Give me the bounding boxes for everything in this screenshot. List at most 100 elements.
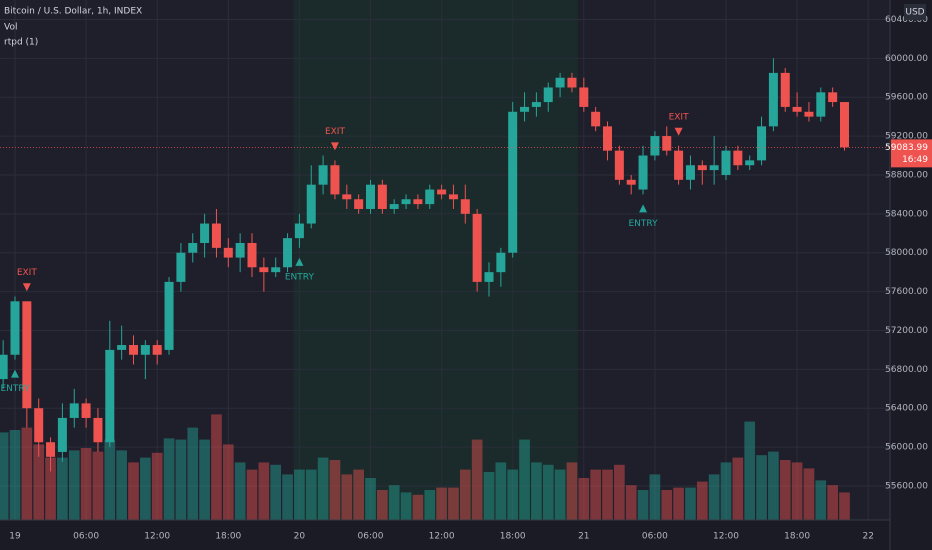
volume-bar: [329, 460, 341, 520]
signal-label: ENTRY: [0, 384, 30, 394]
volume-bar: [294, 469, 305, 520]
countdown: 16:49: [902, 155, 928, 165]
volume-bar: [57, 457, 68, 520]
candle-body: [366, 184, 375, 209]
volume-bar: [305, 469, 317, 520]
x-tick-label: 12:00: [144, 532, 170, 542]
volume-bar: [542, 464, 554, 520]
candle-body: [674, 150, 684, 180]
candle-body: [733, 150, 743, 166]
volume-bar: [779, 460, 791, 520]
background-layer: [293, 0, 578, 520]
candle-body: [247, 242, 257, 268]
candle-body: [377, 184, 387, 209]
y-tick-label: 57200.00: [885, 326, 928, 336]
candle-body: [46, 442, 56, 457]
volume-bar: [708, 474, 720, 520]
candle-body: [105, 349, 115, 443]
signal-label: ENTRY: [285, 272, 315, 282]
volume-bar: [803, 468, 815, 520]
x-tick-label: 18:00: [215, 532, 241, 542]
candle-body: [757, 126, 767, 161]
volume-bar: [744, 421, 756, 520]
volume-bar: [614, 464, 625, 520]
candle-layer: [0, 58, 849, 472]
candle-body: [306, 184, 316, 224]
volume-bar: [495, 462, 507, 520]
x-tick-label: 22: [862, 532, 873, 542]
x-tick-label: 12:00: [429, 532, 455, 542]
candle-body: [283, 238, 293, 268]
last-price-label: 59083.99: [885, 143, 928, 153]
y-tick-label: 58800.00: [885, 170, 928, 180]
volume-bar: [531, 462, 542, 520]
candle-body: [745, 160, 755, 166]
candle-body: [259, 267, 269, 273]
volume-bar: [68, 450, 80, 520]
signal-arrow: [295, 257, 304, 266]
volume-bar: [21, 427, 33, 520]
volume-bar: [483, 472, 495, 520]
candle-body: [223, 247, 233, 258]
volume-bar: [578, 478, 590, 520]
session-highlight: [293, 0, 578, 520]
volume-bar: [353, 469, 364, 520]
volume-bar: [128, 462, 139, 520]
volume-bar: [258, 462, 270, 520]
volume-bar: [625, 485, 637, 520]
candle-body: [840, 102, 849, 148]
y-tick-label: 60000.00: [885, 54, 928, 64]
candle-body: [69, 403, 79, 418]
volume-bar: [270, 464, 282, 520]
candle-body: [318, 165, 328, 185]
volume-bar: [554, 469, 566, 520]
volume-bar: [602, 469, 613, 520]
candle-body: [140, 345, 150, 355]
volume-bar: [566, 462, 578, 520]
candle-body: [235, 242, 245, 258]
volume-bar: [282, 474, 293, 520]
volume-bar: [400, 492, 412, 520]
candle-body: [176, 252, 186, 282]
volume-bar: [412, 494, 424, 520]
volume-bar: [839, 492, 850, 520]
volume-bar: [673, 487, 684, 520]
candle-body: [579, 87, 589, 107]
axis-labels: 55600.00 56000.00 56400.00 56800.00 57200.00…: [9, 15, 928, 542]
candle-body: [10, 301, 20, 355]
candle-body: [484, 272, 494, 282]
volume-bar: [377, 490, 388, 520]
candle-body: [22, 301, 32, 409]
volume-bar: [175, 439, 187, 520]
volume-bar: [590, 469, 601, 520]
candle-body: [768, 72, 778, 127]
candle-body: [816, 92, 826, 117]
currency: USD: [905, 8, 924, 18]
volume-bar: [768, 451, 779, 520]
volume-bar: [80, 448, 92, 520]
candle-body: [531, 102, 541, 107]
y-tick-label: 56800.00: [885, 365, 928, 375]
volume-bar: [140, 457, 151, 520]
volume-bar: [448, 487, 459, 520]
volume-layer: [0, 414, 850, 520]
y-tick-label: 55600.00: [885, 481, 928, 491]
signal-label: EXIT: [17, 268, 38, 278]
volume-bar: [756, 455, 767, 520]
volume-bar: [151, 452, 163, 520]
candle-body: [638, 155, 648, 190]
x-tick-label: 06:00: [642, 532, 668, 542]
y-tick-label: 59200.00: [885, 132, 928, 142]
candle-body: [389, 204, 399, 209]
candle-body: [496, 252, 506, 273]
volume-bar: [116, 450, 127, 520]
candle-body: [401, 199, 411, 205]
volume-bar: [459, 469, 471, 520]
y-tick-label: 58000.00: [885, 248, 928, 258]
volume-bar: [45, 457, 56, 520]
candle-body: [354, 199, 364, 209]
candle-body: [780, 72, 790, 107]
volume-bar: [104, 439, 116, 520]
